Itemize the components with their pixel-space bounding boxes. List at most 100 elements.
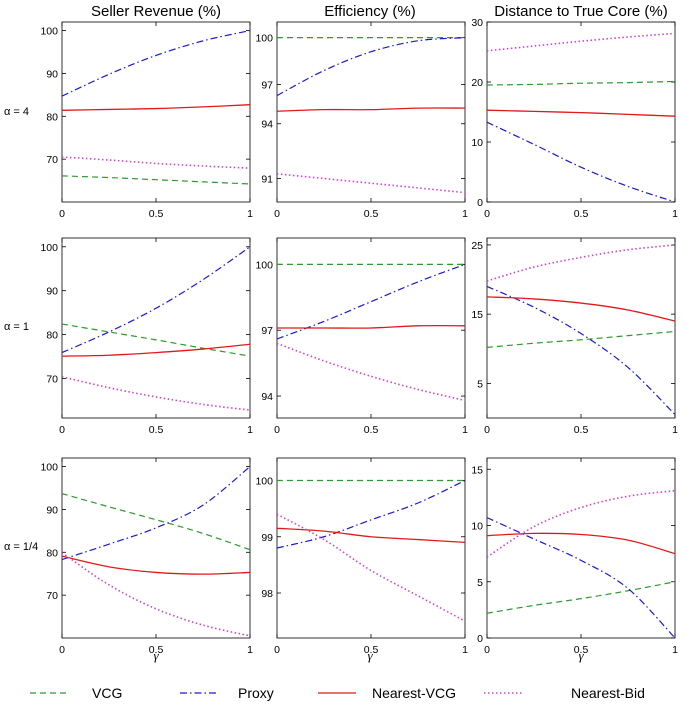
y-tick-label-r0c2-3: 30 <box>471 17 483 29</box>
series-group-r2c0 <box>62 466 250 637</box>
y-tick-label-r1c1-2: 100 <box>255 259 273 271</box>
legend-entry-vcg: VCG <box>30 685 122 701</box>
legend-label-proxy: Proxy <box>238 685 274 701</box>
panel-r0c0: 0 0.5 1 70 80 90 100 <box>40 21 253 220</box>
series-group-r1c1 <box>277 263 465 402</box>
x-tick-label-r0c1-1: 0.5 <box>364 208 379 220</box>
series-line-nearest-bid-r0c2 <box>487 32 675 52</box>
column-title-efficiency: Efficiency (%) <box>324 3 415 20</box>
y-tick-label-r0c0-1: 80 <box>46 111 58 123</box>
legend-entry-proxy: Proxy <box>180 685 274 701</box>
series-line-proxy-r1c1 <box>277 263 465 340</box>
legend-entry-nearest-bid: Nearest-Bid <box>484 685 645 701</box>
series-group-r1c2 <box>487 244 675 415</box>
y-tick-label-r2c0-2: 90 <box>46 504 58 516</box>
x-tick-label-r0c1-2: 1 <box>462 208 468 220</box>
y-tick-label-r2c1-1: 99 <box>261 532 273 544</box>
series-line-proxy-r1c0 <box>62 246 250 354</box>
row-label-alpha-quarter: α = 1/4 <box>4 541 38 553</box>
x-axis-label-col-2: γ <box>578 648 584 663</box>
series-group-r0c2 <box>487 32 675 202</box>
y-tick-label-r0c1-0: 91 <box>261 174 273 186</box>
x-tick-label-r2c0-0: 0 <box>59 644 65 656</box>
series-line-proxy-r0c0 <box>62 29 250 97</box>
x-tick-label-r1c0-2: 1 <box>247 424 253 436</box>
series-line-nearest-vcg-r0c2 <box>487 109 675 117</box>
series-group-r0c0 <box>62 29 250 185</box>
series-line-proxy-r2c0 <box>62 466 250 561</box>
y-tick-label-r2c2-1: 5 <box>477 577 483 589</box>
y-tick-label-r1c0-3: 100 <box>40 242 58 254</box>
x-axis-label-col-1: γ <box>367 648 373 663</box>
x-tick-label-r2c1-0: 0 <box>274 644 280 656</box>
series-line-nearest-bid-r2c1 <box>277 513 465 622</box>
panel-r0c1: 0 0.5 1 91 94 97 100 <box>255 21 468 220</box>
x-tick-label-r0c2-0: 0 <box>484 208 490 220</box>
x-tick-label-r1c0-1: 0.5 <box>149 424 164 436</box>
x-tick-label-r1c1-2: 1 <box>462 424 468 436</box>
x-tick-label-r1c1-0: 0 <box>274 424 280 436</box>
panel-r1c1: 0 0.5 1 94 97 100 <box>255 237 468 436</box>
series-line-nearest-bid-r0c0 <box>62 156 250 169</box>
y-tick-label-r2c1-0: 98 <box>261 588 273 600</box>
y-tick-label-r2c0-0: 70 <box>46 590 58 602</box>
y-tick-label-r1c0-1: 80 <box>46 330 58 342</box>
panel-r2c0: 0 0.5 1 70 80 90 100 <box>40 457 253 656</box>
plot-frame-r1c2 <box>486 237 676 419</box>
plot-frame-r0c0 <box>61 21 251 203</box>
series-line-nearest-bid-r1c1 <box>277 342 465 402</box>
series-group-r1c0 <box>62 246 250 411</box>
y-tick-label-r0c0-0: 70 <box>46 154 58 166</box>
series-line-vcg-r0c2 <box>487 80 675 86</box>
series-line-nearest-bid-r1c0 <box>62 375 250 411</box>
y-tick-label-r0c1-1: 94 <box>261 119 273 131</box>
y-tick-label-r1c1-0: 94 <box>261 391 273 403</box>
legend-label-vcg: VCG <box>92 685 122 701</box>
series-line-vcg-r1c0 <box>62 323 250 357</box>
x-tick-label-r0c0-1: 0.5 <box>149 208 164 220</box>
x-tick-label-r2c1-1: 0.5 <box>364 644 379 656</box>
series-line-nearest-vcg-r2c2 <box>487 532 675 555</box>
y-tick-label-r1c0-2: 90 <box>46 286 58 298</box>
y-tick-label-r0c0-3: 100 <box>40 26 58 38</box>
plot-frame-r2c2 <box>486 457 676 639</box>
panel-r1c0: 0 0.5 1 70 80 90 100 <box>40 237 253 436</box>
legend-label-nearest-vcg: Nearest-VCG <box>372 685 456 701</box>
x-tick-label-r2c2-0: 0 <box>484 644 490 656</box>
y-tick-label-r2c2-2: 10 <box>471 521 483 533</box>
x-tick-label-r2c1-2: 1 <box>462 644 468 656</box>
legend: VCG Proxy Nearest-VCG Nearest-Bid <box>30 685 645 701</box>
x-tick-label-r0c1-0: 0 <box>274 208 280 220</box>
series-line-nearest-bid-r2c2 <box>487 489 675 558</box>
panel-r2c1: 0 0.5 1 98 99 100 <box>255 457 468 656</box>
x-tick-label-r0c0-0: 0 <box>59 208 65 220</box>
series-line-vcg-r1c2 <box>487 330 675 348</box>
legend-label-nearest-bid: Nearest-Bid <box>571 685 645 701</box>
series-line-vcg-r0c0 <box>62 175 250 185</box>
row-label-alpha-4: α = 4 <box>4 106 29 118</box>
x-tick-label-r1c2-0: 0 <box>484 424 490 436</box>
series-line-nearest-vcg-r0c1 <box>277 107 465 112</box>
row-label-alpha-1: α = 1 <box>4 321 29 333</box>
x-tick-label-r2c2-2: 1 <box>672 644 678 656</box>
series-group-r2c2 <box>487 489 675 638</box>
column-title-seller-revenue: Seller Revenue (%) <box>91 3 221 20</box>
series-group-r0c1 <box>277 37 465 194</box>
y-tick-label-r1c1-1: 97 <box>261 325 273 337</box>
series-line-proxy-r0c2 <box>487 121 675 202</box>
x-tick-label-r0c0-2: 1 <box>247 208 253 220</box>
legend-entry-nearest-vcg: Nearest-VCG <box>318 685 456 701</box>
x-tick-label-r0c2-2: 1 <box>672 208 678 220</box>
y-tick-label-r0c2-0: 0 <box>477 197 483 209</box>
plot-frame-r2c1 <box>276 457 466 639</box>
series-line-nearest-bid-r0c1 <box>277 173 465 194</box>
y-tick-label-r2c2-3: 15 <box>471 464 483 476</box>
y-tick-label-r1c2-0: 5 <box>477 378 483 390</box>
series-line-nearest-vcg-r1c1 <box>277 324 465 329</box>
plot-frame-r2c0 <box>61 457 251 639</box>
series-line-nearest-bid-r1c2 <box>487 244 675 282</box>
x-tick-label-r2c0-1: 0.5 <box>149 644 164 656</box>
y-tick-label-r0c2-2: 20 <box>471 77 483 89</box>
